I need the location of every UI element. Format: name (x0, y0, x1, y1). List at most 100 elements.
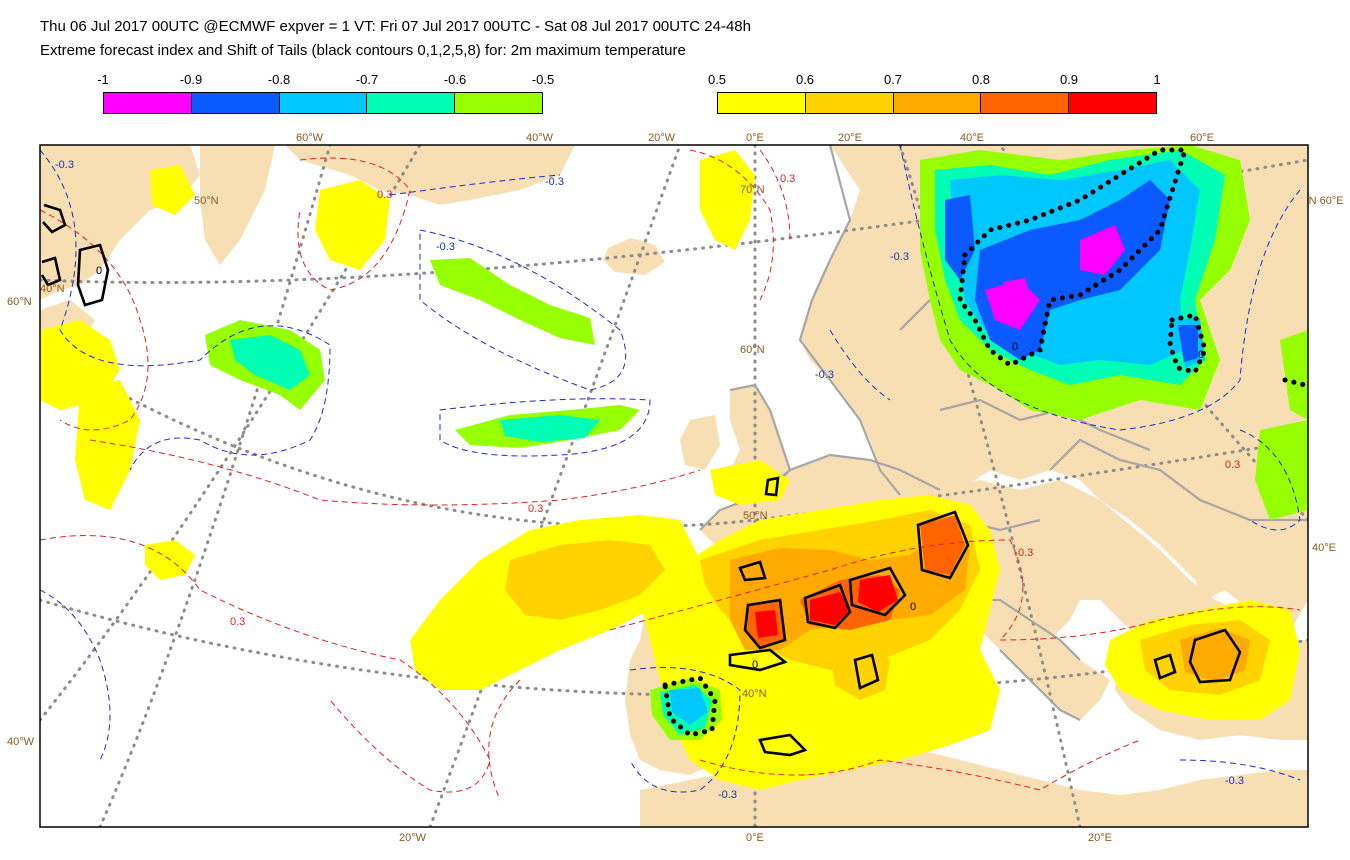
contour-label: -0.3 (55, 159, 74, 171)
colorbar-tick-label: 1 (1153, 72, 1161, 87)
lat-label: 70°N (740, 184, 765, 196)
border-line (999, 649, 1081, 721)
efi-area (1280, 330, 1308, 420)
sot-contour (76, 243, 110, 307)
sot-contour (916, 510, 970, 580)
negative-colorbar (103, 92, 543, 114)
isoline (488, 679, 521, 801)
colorbar-tick-label: -0.9 (179, 72, 203, 87)
efi-area (315, 180, 390, 270)
lat-label: 50°N (194, 195, 219, 207)
contour-label: 0.3 (1225, 459, 1240, 471)
contour-label: 0 (96, 265, 102, 277)
colorbar-swatch (893, 93, 982, 113)
graticule-line (428, 145, 682, 827)
efi-area (230, 335, 310, 390)
isoline (609, 539, 1301, 641)
contour-label: -0.3 (545, 176, 564, 188)
lon-label: 40°E (960, 132, 984, 144)
contour-label: 0.3 (528, 503, 543, 515)
efi-positive-areas (40, 150, 1300, 790)
efi-area (1080, 225, 1125, 275)
colorbar-tick-label: 0.6 (795, 72, 815, 87)
efi-area (755, 610, 778, 638)
isoline (689, 149, 774, 301)
lon-label: 40°W (526, 132, 554, 144)
positive-colorbar (717, 92, 1157, 114)
efi-area (75, 380, 140, 510)
colorbar-swatch (805, 93, 894, 113)
isoline (1179, 759, 1301, 781)
sot-contour (803, 583, 852, 630)
efi-area (500, 415, 600, 442)
contour-label: -0.3 (890, 251, 909, 263)
positive-isolines (40, 149, 1301, 801)
lon-label: 0°E (746, 832, 764, 844)
efi-area (430, 258, 595, 345)
efi-area (505, 540, 665, 620)
contour-label: 0 (910, 601, 916, 613)
colorbar-tick-label: 0.9 (1059, 72, 1079, 87)
border-line (939, 398, 1151, 452)
colorbar-swatch (367, 93, 456, 113)
sot-contour (853, 653, 880, 690)
isoline (699, 739, 1141, 791)
contour-label: -0.3 (815, 369, 834, 381)
lon-label: 0°E (746, 132, 764, 144)
sot-contour (40, 256, 62, 287)
isoline (829, 329, 891, 401)
isoline (40, 209, 149, 431)
lat-label: 40°N (742, 688, 767, 700)
colorbar-swatch (455, 93, 542, 113)
contour-label: 0.3 (377, 189, 392, 201)
lon-label: 60°W (296, 132, 324, 144)
efi-area (1003, 278, 1030, 298)
isoline (439, 398, 651, 457)
colorbar-swatch (279, 93, 368, 113)
isoline (389, 174, 561, 196)
colorbar-tick-label: 0.5 (707, 72, 727, 87)
isoline (297, 157, 411, 291)
contour-label: 0 (1012, 341, 1018, 353)
colorbar-swatch (981, 93, 1070, 113)
isoline (899, 145, 1301, 431)
contour-labels: -0.3 -0.3 -0.3 -0.3 -0.3 -0.3 -0.3 0.3 0… (55, 159, 1244, 801)
isoline (40, 589, 111, 761)
contour-label: 0.3 (1018, 547, 1033, 559)
sot-contour (1167, 312, 1208, 375)
contour-label: -0.3 (436, 241, 455, 253)
sot-contour (758, 733, 808, 757)
sot-dotted-contours (662, 147, 1308, 738)
colorbar-swatch (104, 93, 192, 113)
sot-contour (1282, 377, 1308, 388)
sot-contour (764, 476, 780, 497)
sot-contour (743, 598, 787, 650)
lon-label: 60°E (1190, 132, 1214, 144)
lat-label: 40°E (1312, 542, 1336, 554)
ireland (680, 415, 720, 470)
isoline (419, 229, 627, 391)
sot-contour (1188, 628, 1242, 684)
efi-negative-areas (205, 145, 1308, 740)
efi-area (670, 688, 708, 725)
map-frame (39, 144, 1309, 828)
colorbar-tick-label: 0.8 (971, 72, 991, 87)
efi-area (810, 592, 850, 625)
lat-label: 60°N (7, 296, 32, 308)
border-line (699, 453, 941, 531)
isoline (40, 149, 331, 471)
efi-area (858, 575, 898, 612)
lon-label: 20°E (838, 132, 862, 144)
colorbar-swatch (718, 93, 806, 113)
lat-label: 40°W (7, 736, 35, 748)
sot-contour (728, 648, 788, 672)
sot-contour (42, 203, 67, 234)
lat-label: 60°N (740, 344, 765, 356)
negative-isolines (40, 145, 1301, 793)
efi-area (945, 195, 975, 280)
sot-contour (848, 566, 907, 617)
colorbar-tick-label: -1 (97, 72, 109, 87)
colorbar-tick-label: -0.8 (267, 72, 291, 87)
graticule-line (58, 358, 1308, 529)
